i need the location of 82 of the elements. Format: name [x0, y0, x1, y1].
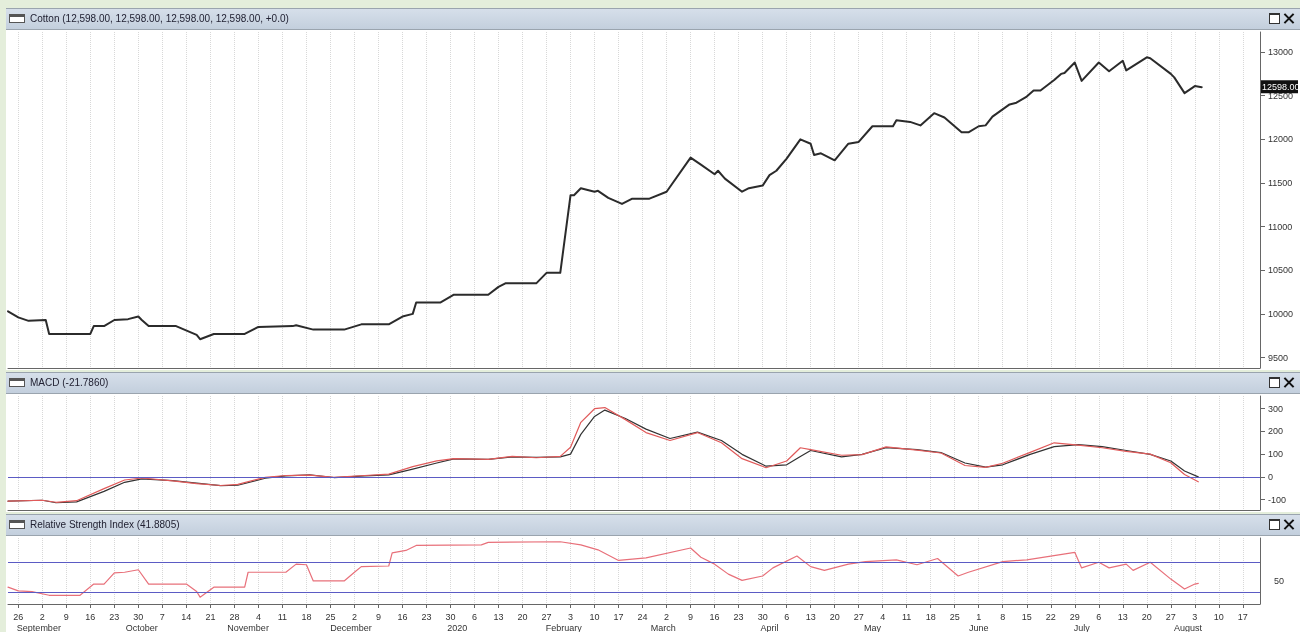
x-tick-label: 10	[1213, 611, 1224, 622]
y-tick-label: 300	[1268, 403, 1284, 414]
y-tick-label: 10500	[1268, 265, 1294, 276]
y-tick-label: 0	[1268, 471, 1274, 482]
x-tick-label: 9	[688, 611, 694, 622]
x2-tick-label: December	[330, 622, 372, 632]
x-tick-label: 14	[181, 611, 192, 622]
x-tick-label: 25	[949, 611, 960, 622]
x-tick-label: 20	[1141, 611, 1152, 622]
x-tick-label: 13	[805, 611, 816, 622]
text: 50	[1274, 576, 1285, 587]
y-tick-label: 12000	[1268, 134, 1294, 145]
x-tick-label: 6	[784, 611, 790, 622]
x-tick-label: 22	[1045, 611, 1056, 622]
x-tick-label: 21	[205, 611, 216, 622]
x-tick-label: 6	[471, 611, 478, 622]
chart-title: Cotton (12,598.00, 12,598.00, 12,598.00, 12,598.00, +0.0)	[30, 12, 289, 26]
x-tick-label: 4	[880, 611, 886, 622]
x-tick-label: 16	[709, 611, 720, 622]
y-tick-label: 9500	[1268, 352, 1289, 363]
x-tick-label: 2	[39, 611, 45, 622]
x-tick-label: 10	[589, 611, 600, 622]
chart-title: Relative Strength Index (41.8805)	[30, 518, 180, 532]
y-tick-label: 10000	[1268, 308, 1294, 319]
x-tick-label: 9	[63, 611, 69, 622]
x-tick-label: 6	[1096, 611, 1102, 622]
y-tick-label: -100	[1268, 494, 1287, 505]
x-tick-label: 13	[1117, 611, 1128, 622]
x-tick-label: 17	[613, 611, 624, 622]
x-tick-label: 3	[1192, 611, 1198, 622]
x-tick-label: 23	[733, 611, 744, 622]
y-tick-label: 13000	[1268, 47, 1294, 58]
x-tick-label: 25	[325, 611, 336, 622]
x-tick-label: 20	[517, 611, 528, 622]
x-tick-label: 24	[637, 611, 648, 622]
chart-title: MACD (-21.7860)	[30, 376, 109, 390]
x2-tick-label: February	[545, 622, 583, 632]
x-tick-label: 28	[229, 611, 240, 622]
x-tick-label: 13	[493, 611, 504, 622]
x-tick-label: 18	[925, 611, 936, 622]
x-tick-label: 18	[301, 611, 312, 622]
y-tick-label: 11000	[1268, 221, 1293, 232]
x2-tick-label: September	[16, 622, 61, 632]
y-tick-label: 12500	[1268, 90, 1294, 101]
x-tick-label: 27	[541, 611, 552, 622]
x-tick-label: 20	[829, 611, 840, 622]
x-tick-label: 23	[109, 611, 120, 622]
x-tick-label: 8	[1000, 611, 1006, 622]
x-tick-label: 30	[133, 611, 144, 622]
x-tick-label: 26	[13, 611, 24, 622]
x-tick-label: 16	[397, 611, 408, 622]
x-tick-label: 16	[85, 611, 96, 622]
x2-tick-label: 2020	[447, 622, 468, 632]
x2-tick-label: July	[1073, 622, 1091, 632]
x2-tick-label: May	[863, 622, 882, 632]
y-tick-label: 11500	[1268, 177, 1293, 188]
x-tick-label: 27	[1165, 611, 1176, 622]
x-tick-label: 11	[902, 611, 912, 622]
x-tick-label: 11	[277, 611, 288, 622]
x2-tick-label: November	[227, 622, 269, 632]
x-tick-label: 30	[445, 611, 456, 622]
x-tick-label: 1	[976, 611, 982, 622]
x-tick-label: 30	[757, 611, 768, 622]
x-tick-label: 27	[853, 611, 864, 622]
x-tick-label: 29	[1069, 611, 1080, 622]
y-tick-label: 200	[1268, 426, 1284, 437]
x2-tick-label: October	[125, 622, 158, 632]
x2-tick-label: August	[1173, 622, 1203, 632]
x-tick-label: 15	[1021, 611, 1032, 622]
y-tick-label: 100	[1268, 449, 1284, 460]
x-tick-label: 7	[159, 611, 165, 622]
x-tick-label: 2	[351, 611, 357, 622]
x-tick-label: 3	[568, 611, 574, 622]
x2-tick-label: March	[650, 622, 676, 632]
x-tick-label: 4	[255, 611, 261, 622]
x-tick-label: 17	[1237, 611, 1248, 622]
x-tick-label: 23	[421, 611, 432, 622]
x2-tick-label: April	[760, 622, 779, 632]
x2-tick-label: June	[968, 622, 989, 632]
x-tick-label: 9	[375, 611, 381, 622]
line-series	[7, 56, 1203, 341]
x-tick-label: 2	[664, 611, 670, 622]
